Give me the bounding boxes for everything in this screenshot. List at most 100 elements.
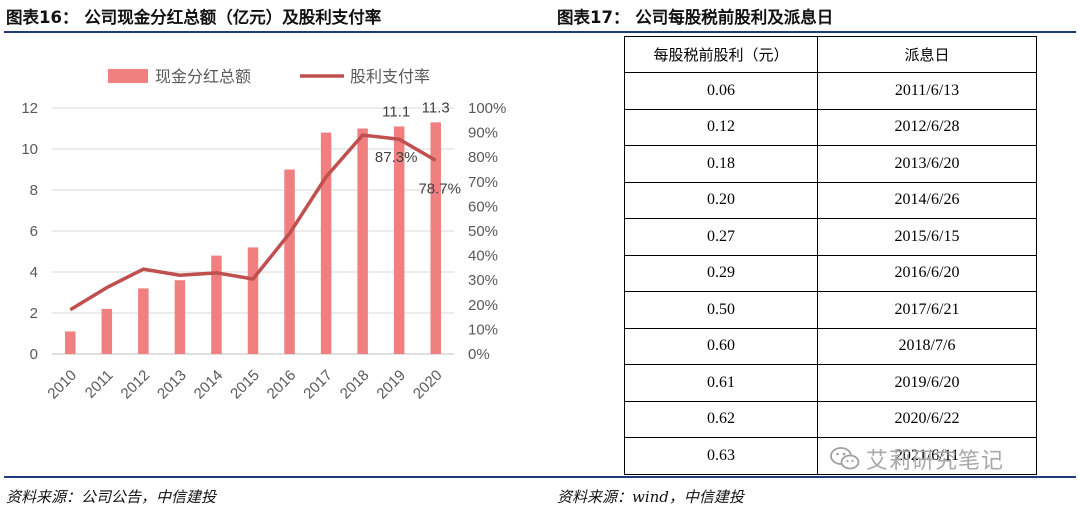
x-tick-label: 2020: [410, 367, 446, 403]
header-pay-date: 派息日: [817, 36, 1037, 73]
x-tick-label: 2010: [44, 367, 80, 403]
cell-dps: 0.62: [624, 400, 818, 438]
cell-pay-date: 2015/6/15: [817, 218, 1037, 256]
watermark-text: 艾莉研究笔记: [866, 449, 1005, 474]
y-left-tick-label: 0: [30, 346, 38, 363]
table-row: 0.27 2015/6/15: [624, 218, 1037, 256]
y-left-tick-label: 4: [30, 264, 38, 281]
bar-2018: [357, 128, 368, 354]
right-axis-ticks: 0% 10% 20% 30% 40% 50% 60% 70% 80% 90% 100%: [468, 100, 506, 363]
cell-dps: 0.29: [624, 254, 818, 292]
bar-2015: [247, 247, 259, 354]
bar-2010: [65, 331, 76, 354]
table-row: 0.50 2017/6/21: [624, 291, 1037, 329]
bar-2012: [138, 288, 149, 354]
table-row: 0.60 2018/7/6: [624, 327, 1037, 365]
data-label: 78.7%: [418, 180, 461, 197]
cell-pay-date: 2019/6/20: [817, 364, 1037, 402]
cell-dps: 0.60: [624, 327, 818, 365]
table-row: 0.06 2011/6/13: [624, 72, 1037, 110]
bar-2014: [211, 255, 222, 354]
figure-16-source: 资料来源：公司公告，中信建投: [6, 488, 217, 506]
cell-pay-date: 2016/6/20: [817, 254, 1037, 292]
legend: 现金分红总额 股利支付率: [108, 68, 430, 86]
bar-2019: [393, 126, 405, 354]
x-tick-label: 2018: [337, 367, 373, 403]
table-row: 0.18 2013/6/20: [624, 145, 1037, 183]
cell-pay-date: 2014/6/26: [817, 181, 1037, 219]
y-left-tick-label: 12: [21, 100, 38, 117]
bar-2011: [101, 308, 113, 354]
data-label: 11.1: [382, 103, 410, 120]
legend-label-bar: 现金分红总额: [155, 68, 251, 86]
cell-dps: 0.50: [624, 291, 818, 329]
payout-line: [69, 133, 437, 312]
figure-17-title: 图表17： 公司每股税前股利及派息日: [557, 8, 834, 27]
x-tick-label: 2014: [191, 367, 227, 403]
data-labels: 11.1 11.3 87.3%78.7%: [375, 99, 461, 197]
y-right-tick-label: 30%: [468, 272, 498, 289]
cell-pay-date: 2012/6/28: [817, 108, 1037, 146]
figure-17-source: 资料来源：wind，中信建投: [557, 488, 744, 506]
wechat-icon: [830, 447, 860, 470]
watermark: 艾莉研究笔记: [830, 441, 1004, 477]
table-row: 0.29 2016/6/20: [624, 254, 1037, 292]
x-axis-ticks: 2010 2011 2012 2013 2014 2015 2016 2017 2018 2019…: [44, 367, 445, 403]
cell-pay-date: 2017/6/21: [817, 291, 1037, 329]
cell-dps: 0.18: [624, 145, 818, 183]
y-right-tick-label: 90%: [468, 125, 498, 142]
bottom-rule: [4, 476, 1076, 478]
table-row: 0.63 2021/6/11: [624, 437, 1037, 475]
y-right-tick-label: 10%: [468, 321, 498, 338]
x-tick-label: 2013: [154, 367, 190, 403]
y-left-tick-label: 10: [21, 141, 38, 158]
x-tick-label: 2016: [264, 367, 300, 403]
payout-ratio-line: [69, 133, 437, 312]
y-right-tick-label: 50%: [468, 223, 498, 240]
cell-pay-date: 2013/6/20: [817, 145, 1037, 183]
legend-label-line: 股利支付率: [350, 68, 430, 86]
table-row: 0.61 2019/6/20: [624, 364, 1037, 402]
data-label: 11.3: [422, 99, 450, 116]
y-right-tick-label: 70%: [468, 174, 498, 191]
y-right-tick-label: 40%: [468, 248, 498, 265]
y-left-tick-label: 8: [30, 182, 38, 199]
y-left-tick-label: 6: [30, 223, 38, 240]
table-header-row: 每股税前股利（元） 派息日: [624, 36, 1037, 73]
y-right-tick-label: 100%: [468, 100, 506, 117]
left-axis-ticks: 0 2 4 6 8 10 12: [21, 100, 38, 363]
y-right-tick-label: 0%: [468, 346, 490, 363]
table-row: 0.12 2012/6/28: [624, 108, 1037, 146]
dividend-chart: 0 2 4 6 8 10 12 0% 10% 20% 30% 40% 50% 60% 70% 80% 90% 1…: [21, 68, 506, 403]
cell-dps: 0.12: [624, 108, 818, 146]
bar-2020: [430, 122, 441, 354]
bar-2017: [320, 132, 332, 354]
bars: [65, 122, 441, 354]
x-tick-label: 2012: [118, 367, 154, 403]
cell-dps: 0.61: [624, 364, 818, 402]
top-rule: [4, 31, 1076, 33]
cell-dps: 0.20: [624, 181, 818, 219]
y-right-tick-label: 80%: [468, 149, 498, 166]
header-dps: 每股税前股利（元）: [624, 36, 818, 73]
x-tick-label: 2015: [227, 367, 263, 403]
x-tick-label: 2017: [300, 367, 336, 403]
table-row: 0.62 2020/6/22: [624, 400, 1037, 438]
y-right-tick-label: 60%: [468, 198, 498, 215]
y-right-tick-label: 20%: [468, 297, 498, 314]
x-tick-label: 2011: [82, 367, 117, 402]
cell-pay-date: 2018/7/6: [817, 327, 1037, 365]
cell-pay-date: 2020/6/22: [817, 400, 1037, 438]
y-left-tick-label: 2: [30, 305, 38, 322]
data-label: 87.3%: [375, 149, 418, 166]
figure-16-title: 图表16： 公司现金分红总额（亿元）及股利支付率: [6, 8, 382, 27]
bar-2016: [284, 169, 295, 354]
cell-pay-date: 2011/6/13: [817, 72, 1037, 110]
cell-dps: 0.27: [624, 218, 818, 256]
legend-swatch-bar: [108, 69, 148, 83]
cell-dps: 0.06: [624, 72, 818, 110]
x-tick-label: 2019: [373, 367, 409, 403]
table-row: 0.20 2014/6/26: [624, 181, 1037, 219]
cell-dps: 0.63: [624, 437, 818, 475]
dividend-table: 每股税前股利（元） 派息日 0.06 2011/6/13 0.12 2012/6/28…: [624, 36, 1037, 475]
